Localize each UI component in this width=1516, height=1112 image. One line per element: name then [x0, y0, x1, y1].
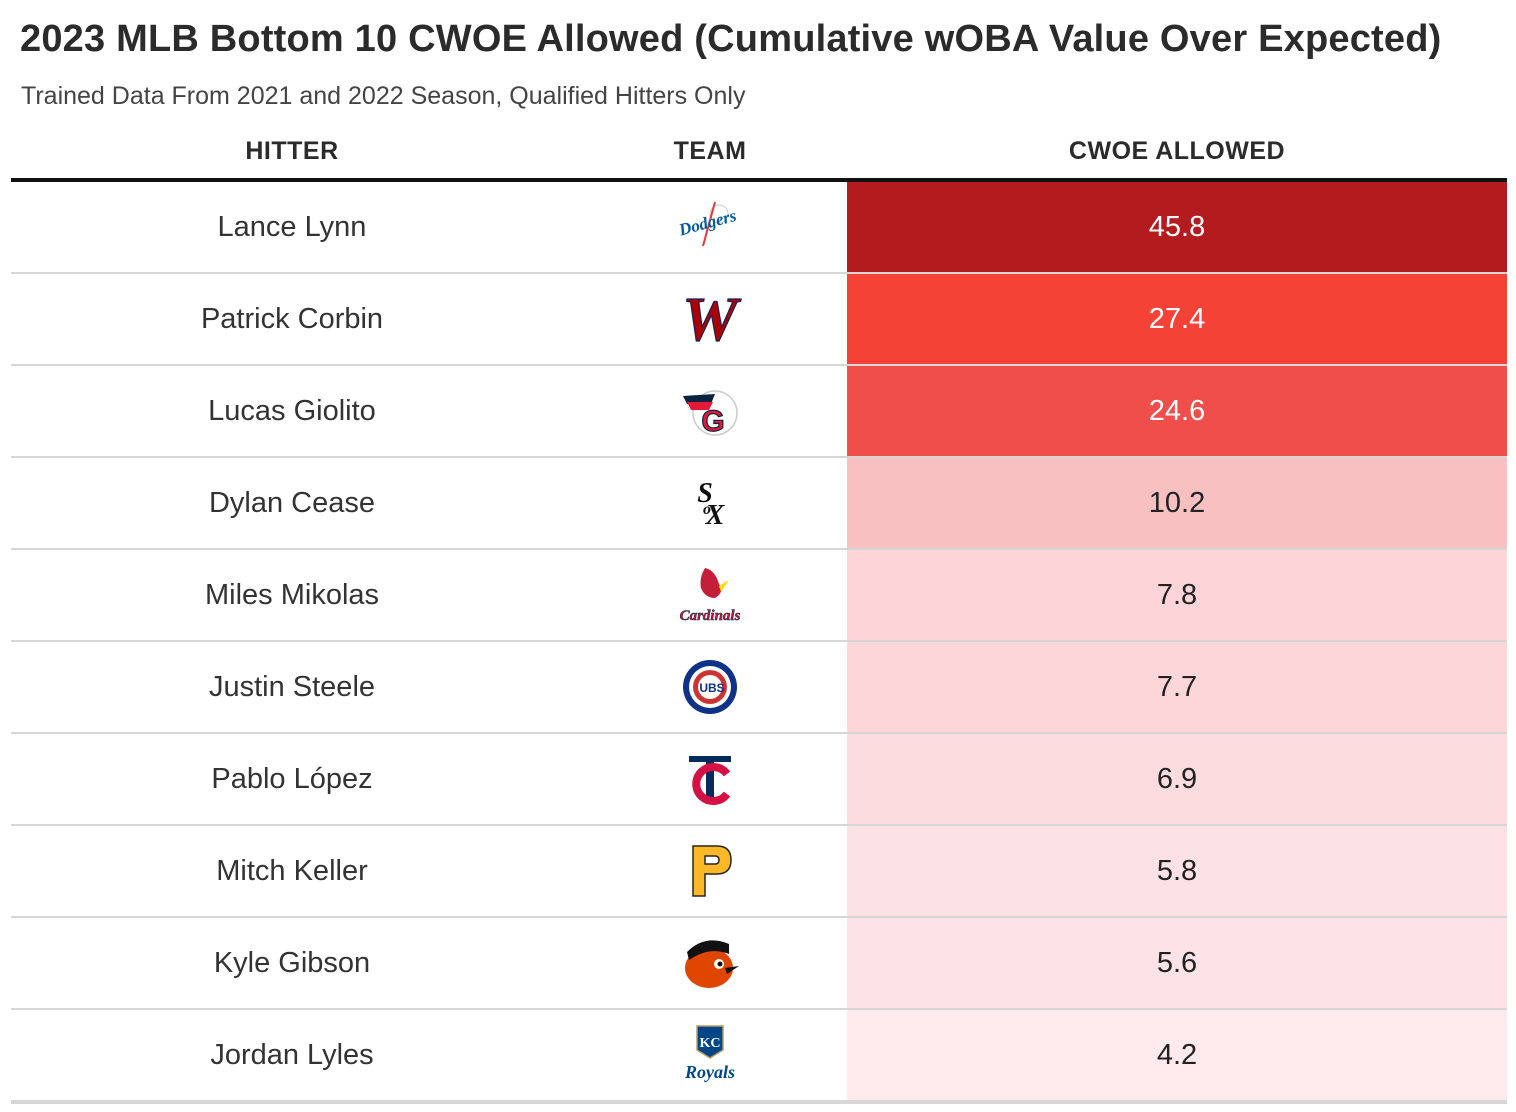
cubs-logo-icon: UBS	[683, 660, 737, 714]
hitter-name: Justin Steele	[208, 670, 376, 703]
cwoe-value: 4.2	[847, 1010, 1507, 1100]
table-row: Mitch Keller 5.8	[11, 826, 1507, 918]
table-row: Miles Mikolas Cardinals 7.8	[11, 550, 1507, 642]
table-row: Patrick Corbin W 27.4	[11, 274, 1507, 366]
team-cell: UBS	[573, 642, 847, 732]
guardians-logo-icon: G	[683, 390, 738, 439]
cwoe-value: 7.8	[847, 550, 1507, 640]
cwoe-value: 10.2	[847, 458, 1507, 548]
hitter-name: Miles Mikolas	[204, 578, 380, 611]
hitter-name: Dylan Cease	[208, 486, 376, 519]
svg-text:Cardinals: Cardinals	[680, 608, 741, 624]
team-cell: Dodgers	[573, 182, 847, 272]
team-cell: KC Royals	[573, 1010, 847, 1100]
svg-text:Dodgers: Dodgers	[676, 206, 739, 240]
pirates-logo-icon	[692, 845, 732, 897]
cwoe-value: 45.8	[847, 182, 1507, 272]
cwoe-value: 27.4	[847, 274, 1507, 364]
hitter-name: Kyle Gibson	[213, 946, 371, 979]
hitter-name: Patrick Corbin	[200, 302, 384, 335]
nationals-logo-icon: W	[682, 285, 742, 354]
hitter-name: Mitch Keller	[216, 854, 368, 887]
svg-text:Royals: Royals	[684, 1062, 735, 1082]
team-cell	[573, 918, 847, 1008]
svg-text:G: G	[701, 405, 724, 438]
team-cell: Cardinals	[573, 550, 847, 640]
table-header: HITTER TEAM CWOE ALLOWED	[11, 124, 1507, 182]
cwoe-table: HITTER TEAM CWOE ALLOWED Lance Lynn Dodge…	[11, 124, 1507, 1104]
table-row: Lance Lynn Dodgers 45.8	[11, 182, 1507, 274]
hitter-name: Lucas Giolito	[208, 394, 376, 427]
table-row: Pablo López 6.9	[11, 734, 1507, 826]
svg-text:S: S	[697, 478, 713, 509]
table-row: Lucas Giolito G 24.6	[11, 366, 1507, 458]
table-row: Justin Steele UBS 7.7	[11, 642, 1507, 734]
cwoe-value: 5.6	[847, 918, 1507, 1008]
cwoe-value: 5.8	[847, 826, 1507, 916]
column-header-team: TEAM	[673, 136, 747, 165]
svg-text:W: W	[682, 286, 741, 354]
svg-text:o: o	[703, 501, 711, 518]
team-cell	[573, 734, 847, 824]
dodgers-logo-icon: Dodgers	[676, 201, 739, 247]
hitter-name: Lance Lynn	[217, 210, 367, 243]
table-body: Lance Lynn Dodgers 45.8 Patrick Corbin W 27.4…	[11, 182, 1507, 1104]
chart-subtitle: Trained Data From 2021 and 2022 Season, …	[21, 82, 746, 110]
hitter-name: Pablo López	[211, 762, 373, 795]
table-row: Kyle Gibson 5.6	[11, 918, 1507, 1010]
svg-text:UBS: UBS	[699, 681, 724, 695]
team-cell	[573, 826, 847, 916]
team-cell: W	[573, 274, 847, 364]
svg-text:KC: KC	[700, 1036, 721, 1051]
svg-text:X: X	[705, 500, 726, 531]
orioles-logo-icon	[685, 940, 739, 988]
table-row: Jordan Lyles KC Royals 4.2	[11, 1010, 1507, 1104]
hitter-name: Jordan Lyles	[210, 1038, 374, 1071]
cardinals-logo-icon: Cardinals	[679, 568, 741, 624]
royals-logo-icon: KC Royals	[684, 1025, 735, 1082]
cwoe-value: 7.7	[847, 642, 1507, 732]
cwoe-value: 24.6	[847, 366, 1507, 456]
column-header-cwoe: CWOE ALLOWED	[1068, 136, 1286, 165]
team-cell: G	[573, 366, 847, 456]
white-sox-logo-icon: SXo	[697, 478, 726, 531]
cwoe-value: 6.9	[847, 734, 1507, 824]
column-header-hitter: HITTER	[245, 136, 339, 165]
chart-title: 2023 MLB Bottom 10 CWOE Allowed (Cumulat…	[20, 18, 1442, 60]
twins-logo-icon	[689, 756, 731, 805]
